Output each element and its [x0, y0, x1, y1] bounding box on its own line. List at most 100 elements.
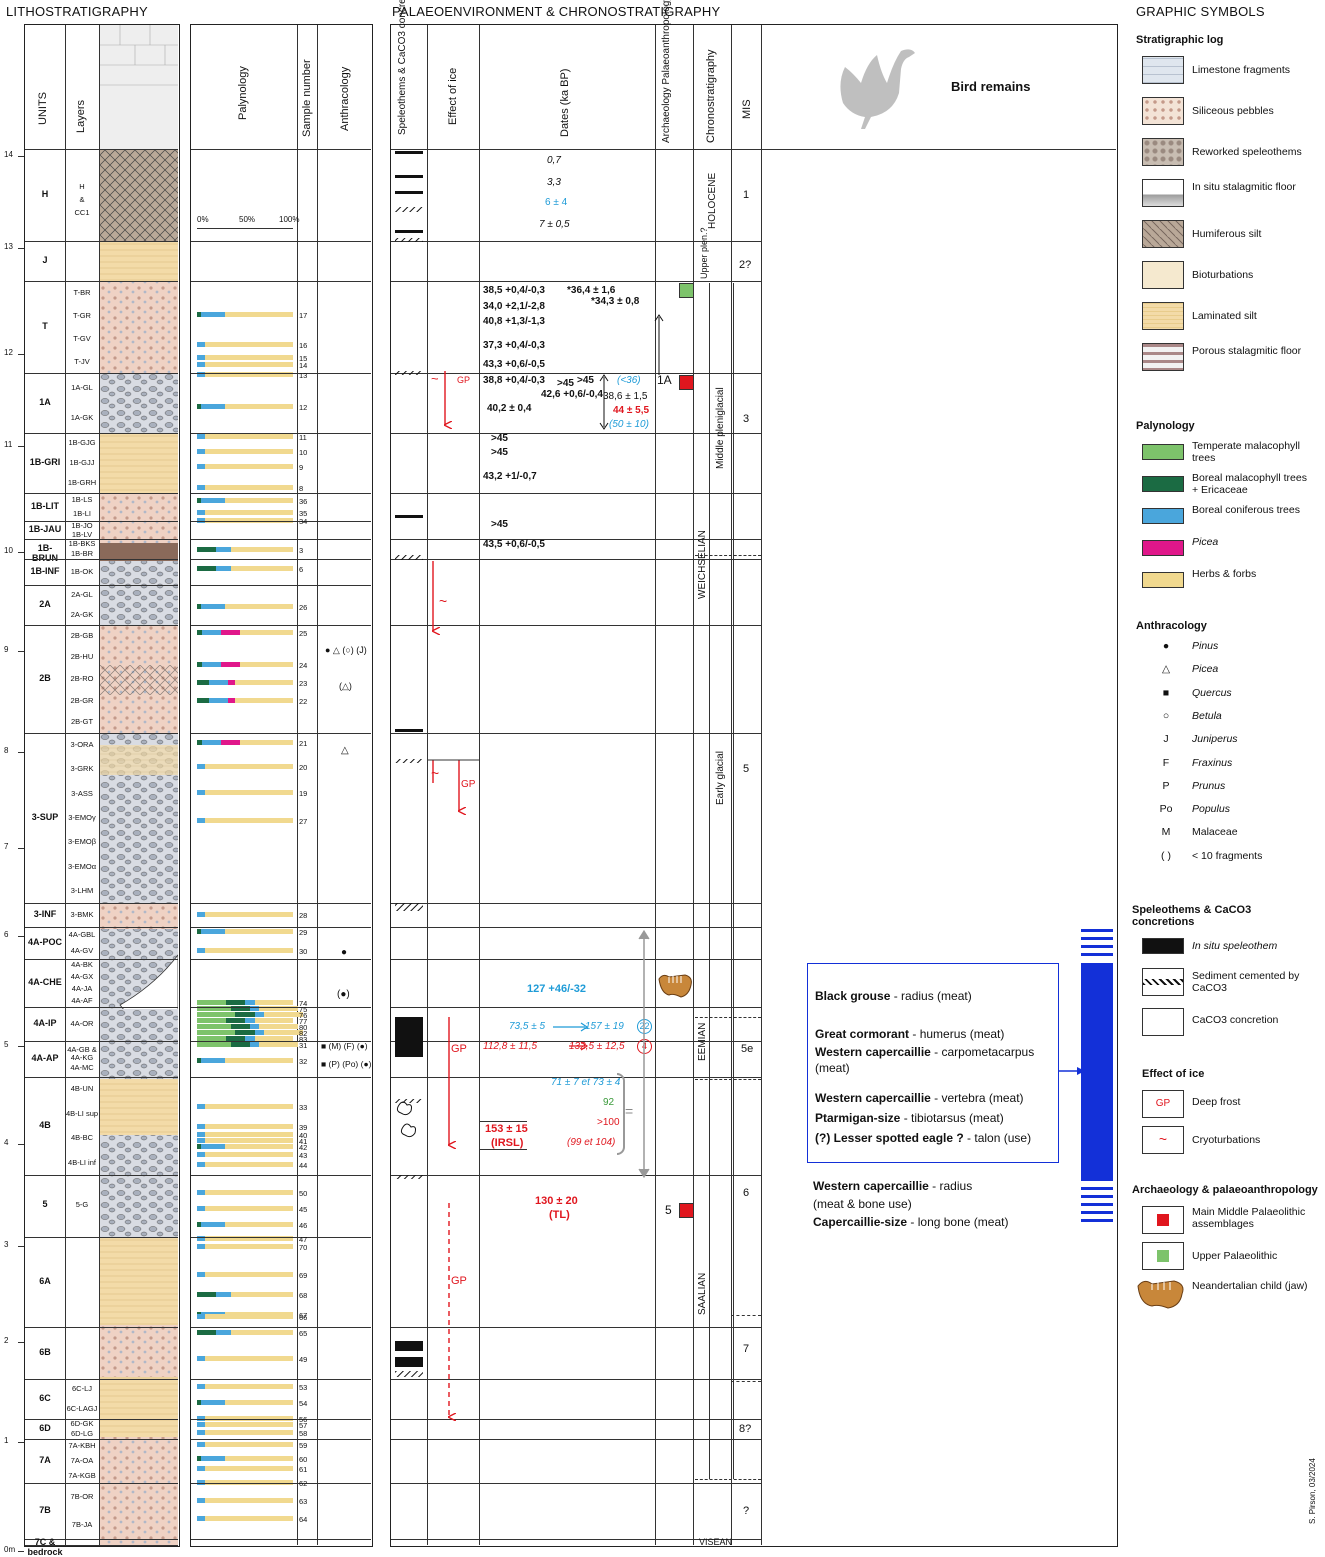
- date-4b-5: 153 ± 15: [485, 1123, 528, 1135]
- unit-label-16: 4A-AP: [31, 1053, 59, 1063]
- sample-number-75: 75: [299, 1005, 308, 1014]
- ice-cryo-2a: ~: [439, 593, 448, 609]
- depth-tick-10: 4: [4, 1138, 9, 1147]
- legend-ice-1: Cryoturbations: [1192, 1134, 1261, 1146]
- palaeo-row-line-12: [391, 1007, 761, 1008]
- chrono-dash-5: [695, 1479, 761, 1480]
- date-4a-che: 127 +46/-32: [527, 983, 587, 995]
- date-h2: 3,3: [547, 177, 561, 188]
- legend-paly-swatch-4: [1142, 572, 1184, 588]
- legend-anth-5: Fraxinus: [1192, 756, 1233, 769]
- sample-number-59: 59: [299, 1441, 308, 1450]
- sample-number-31: 31: [299, 1041, 308, 1050]
- sample-number-11: 11: [299, 433, 307, 442]
- chrono-dash-1: [695, 1017, 761, 1018]
- pollen-bar-24-1: [201, 662, 221, 667]
- pollen-bar-12-1: [200, 404, 225, 409]
- mis-5: 5: [743, 763, 750, 775]
- anthracology-4a-che: (●): [337, 989, 350, 1000]
- pollen-bar-41-1: [204, 1138, 293, 1143]
- sample-number-44: 44: [299, 1161, 308, 1170]
- paly-row-line-25: [191, 1539, 371, 1540]
- paly-row-line-17: [191, 1077, 371, 1078]
- middle-palaeolithic-marker-1a: [679, 375, 694, 390]
- layer-label-4A-CHE-1: 4A-GX: [70, 972, 94, 981]
- legend-anth-symbol-7: Po: [1159, 803, 1173, 816]
- mis-7: 7: [743, 1343, 750, 1355]
- depth-tick-8: 6: [4, 930, 9, 939]
- unit-row-line-6: [25, 521, 178, 522]
- pollen-bar-24-3: [240, 662, 293, 667]
- dates-column-header: Dates (ka BP): [559, 68, 571, 137]
- pollen-bar-83-3: [254, 1036, 293, 1041]
- pollen-bar-56-1: [204, 1416, 293, 1421]
- depth-tick-4: 10: [4, 546, 13, 555]
- depth-tick-mark-0: [18, 156, 24, 157]
- layer-label-4A-CHE-0: 4A-BK: [71, 960, 93, 969]
- bird-stripe-bottom-0: [1081, 1187, 1113, 1190]
- bird-stripe-bottom-1: [1081, 1195, 1113, 1198]
- depth-tick-mark-12: [18, 1342, 24, 1343]
- unit-label-25: 7C & bedrock: [27, 1537, 63, 1557]
- chrono-dash-0: [695, 555, 761, 556]
- sample-number-13: 13: [299, 371, 308, 380]
- unit-row-line-2: [25, 281, 178, 282]
- unit-row-line-3: [25, 373, 178, 374]
- sample-number-61: 61: [299, 1465, 308, 1474]
- unit-label-24: 7B: [39, 1505, 51, 1515]
- archaeology-column-header: Archaeology Palaeoanthropology: [661, 0, 672, 143]
- pollen-bar-32-2: [224, 1058, 293, 1063]
- pollen-bar-49-0: [197, 1356, 205, 1361]
- unit-label-15: 4A-IP: [33, 1018, 57, 1028]
- neandertal-jaw-icon: [658, 974, 692, 998]
- unit-row-line-25: [25, 1539, 178, 1540]
- date-5-1: 130 ± 20: [535, 1195, 578, 1207]
- unit-row-line-13: [25, 927, 178, 928]
- sample-number-47: 47: [299, 1235, 308, 1244]
- pollen-bar-20-1: [204, 764, 293, 769]
- legend-ice-title: Effect of ice: [1142, 1068, 1205, 1080]
- pollen-bar-36-1: [200, 498, 225, 503]
- unit-label-5: 1B-LIT: [31, 501, 59, 511]
- pollen-bar-59-0: [197, 1442, 205, 1447]
- pollen-bar-10-1: [204, 449, 293, 454]
- date-4a-ip-1a: 112,8 ± 11,5: [483, 1041, 538, 1052]
- unit-label-1: J: [42, 255, 48, 265]
- sample-number-26: 26: [299, 603, 308, 612]
- depth-tick-mark-8: [18, 936, 24, 937]
- unit-row-line-15: [25, 1007, 178, 1008]
- depth-tick-12: 2: [4, 1336, 9, 1345]
- paly-row-line-3: [191, 373, 371, 374]
- depth-tick-mark-2: [18, 354, 24, 355]
- unit-label-9: 2A: [39, 599, 51, 609]
- sample-number-76: 76: [299, 1011, 308, 1020]
- layer-label-4A-POC-0: 4A-GBL: [68, 930, 96, 939]
- sample-number-69: 69: [299, 1271, 308, 1280]
- sample-number-45: 45: [299, 1205, 308, 1214]
- pollen-bar-49-1: [204, 1356, 293, 1361]
- unit-row-line-12: [25, 903, 178, 904]
- pollen-bar-29-1: [200, 929, 225, 934]
- legend-anth-symbol-0: ●: [1162, 640, 1170, 652]
- date-1a-6: 40,2 ± 0,4: [487, 403, 532, 414]
- pollen-bar-82-3: [264, 1030, 303, 1035]
- palaeo-row-line-15: [391, 1175, 761, 1176]
- date-h3: 6 ± 4: [545, 197, 568, 208]
- pollen-bar-60-1: [200, 1456, 225, 1461]
- legend-spel-swatch-1: [1142, 968, 1184, 996]
- pollen-bar-63-0: [197, 1498, 205, 1503]
- legend-anth-0: Pinus: [1192, 640, 1219, 652]
- layer-label-7A-2: 7A-KGB: [68, 1470, 96, 1480]
- pollen-bar-39-1: [204, 1124, 293, 1129]
- pollen-bar-69-1: [204, 1272, 293, 1277]
- palynology-scale-0: 0%: [197, 215, 209, 224]
- legend-strat-swatch-6: [1142, 302, 1184, 330]
- pollen-bar-42-1: [200, 1144, 225, 1149]
- layer-label-3-SUP-6: 3-LHM: [70, 885, 94, 895]
- palaeo-row-line-10: [391, 927, 761, 928]
- sample-number-10: 10: [299, 448, 308, 457]
- layer-label-T-1: T-GR: [73, 310, 91, 320]
- layer-label-3-SUP-4: 3-EMOβ: [67, 837, 97, 847]
- pollen-bar-32-0: [197, 1058, 201, 1063]
- pollen-bar-14-0: [197, 362, 205, 367]
